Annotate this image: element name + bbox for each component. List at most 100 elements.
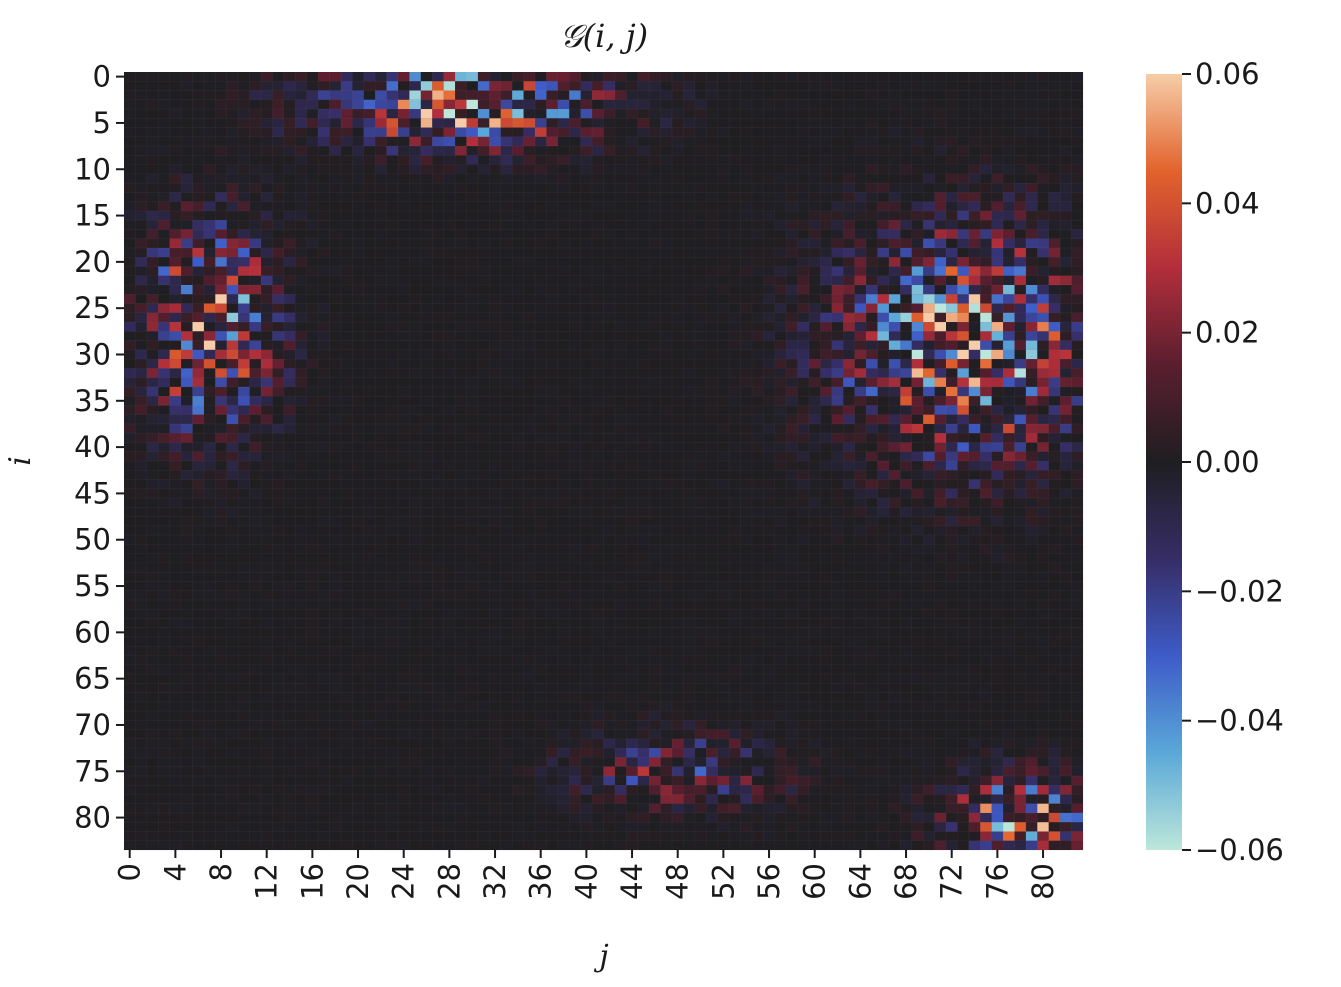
heatmap-cell bbox=[980, 498, 992, 508]
heatmap-cell bbox=[238, 210, 250, 221]
heatmap-cell bbox=[1014, 118, 1026, 128]
heatmap-cell bbox=[957, 386, 969, 397]
heatmap-cell bbox=[443, 229, 456, 239]
heatmap-cell bbox=[306, 470, 319, 480]
heatmap-cell bbox=[500, 544, 513, 554]
heatmap-cell bbox=[523, 183, 536, 193]
heatmap-cell bbox=[477, 210, 490, 221]
heatmap-cell bbox=[672, 90, 684, 100]
heatmap-cell bbox=[512, 275, 524, 286]
heatmap-cell bbox=[535, 609, 547, 619]
heatmap-cell bbox=[877, 127, 889, 137]
heatmap-cell bbox=[751, 238, 764, 249]
heatmap-cell bbox=[1014, 405, 1026, 415]
heatmap-cell bbox=[546, 72, 558, 82]
heatmap-cell bbox=[181, 173, 193, 184]
heatmap-cell bbox=[569, 109, 581, 119]
heatmap-cell bbox=[1071, 266, 1084, 276]
heatmap-cell bbox=[1037, 155, 1049, 165]
heatmap-cell bbox=[946, 238, 958, 249]
heatmap-cell bbox=[169, 461, 182, 471]
heatmap-cell bbox=[1003, 331, 1015, 341]
heatmap-cell bbox=[1014, 433, 1026, 443]
heatmap-cell bbox=[512, 127, 524, 137]
heatmap-cell bbox=[900, 257, 912, 267]
heatmap-cell bbox=[181, 544, 193, 554]
heatmap-cell bbox=[261, 405, 273, 415]
heatmap-cell bbox=[683, 238, 695, 249]
heatmap-cell bbox=[1071, 525, 1084, 536]
heatmap-cell bbox=[124, 183, 136, 193]
heatmap-cell bbox=[592, 368, 604, 378]
heatmap-cell bbox=[124, 312, 136, 323]
heatmap-cell bbox=[409, 340, 421, 350]
heatmap-cell bbox=[957, 220, 969, 230]
heatmap-cell bbox=[1003, 247, 1015, 258]
heatmap-cell bbox=[649, 396, 661, 406]
heatmap-cell bbox=[272, 294, 284, 304]
heatmap-cell bbox=[329, 136, 341, 147]
heatmap-cell bbox=[215, 155, 227, 165]
heatmap-cell bbox=[249, 266, 262, 276]
heatmap-cell bbox=[1003, 498, 1015, 508]
heatmap-cell bbox=[843, 562, 855, 573]
heatmap-cell bbox=[1014, 516, 1026, 526]
heatmap-cell bbox=[797, 535, 810, 545]
heatmap-cell bbox=[626, 535, 638, 545]
heatmap-cell bbox=[968, 498, 981, 508]
heatmap-cell bbox=[535, 294, 547, 304]
heatmap-cell bbox=[283, 247, 296, 258]
heatmap-cell bbox=[409, 525, 421, 536]
heatmap-cell bbox=[272, 618, 284, 628]
heatmap-cell bbox=[1025, 414, 1038, 424]
heatmap-cell bbox=[694, 396, 707, 406]
heatmap-cell bbox=[831, 451, 844, 462]
heatmap-cell bbox=[340, 127, 353, 137]
heatmap-cell bbox=[694, 173, 707, 184]
heatmap-cell bbox=[614, 90, 627, 100]
heatmap-cell bbox=[1037, 479, 1049, 489]
heatmap-cell bbox=[477, 155, 490, 165]
heatmap-cell bbox=[1025, 146, 1038, 156]
heatmap-cell bbox=[900, 210, 912, 221]
heatmap-cell bbox=[557, 414, 570, 424]
heatmap-cell bbox=[295, 331, 307, 341]
heatmap-cell bbox=[1060, 238, 1072, 249]
heatmap-cell bbox=[158, 562, 170, 573]
heatmap-cell bbox=[592, 81, 604, 91]
heatmap-cell bbox=[911, 99, 924, 110]
heatmap-cell bbox=[1037, 72, 1049, 82]
heatmap-cell bbox=[386, 322, 399, 332]
heatmap-cell bbox=[991, 386, 1004, 397]
heatmap-cell bbox=[1003, 599, 1015, 610]
heatmap-cell bbox=[854, 173, 867, 184]
heatmap-cell bbox=[477, 331, 490, 341]
heatmap-cell bbox=[991, 312, 1004, 323]
heatmap-cell bbox=[957, 118, 969, 128]
heatmap-cell bbox=[740, 238, 752, 249]
heatmap-cell bbox=[592, 535, 604, 545]
heatmap-cell bbox=[649, 451, 661, 462]
heatmap-cell bbox=[888, 173, 901, 184]
heatmap-cell bbox=[557, 146, 570, 156]
heatmap-cell bbox=[626, 572, 638, 582]
heatmap-cell bbox=[443, 118, 456, 128]
heatmap-cell bbox=[466, 562, 478, 573]
heatmap-cell bbox=[660, 377, 673, 387]
heatmap-cell bbox=[580, 201, 593, 211]
heatmap-cell bbox=[466, 275, 478, 286]
heatmap-cell bbox=[797, 349, 810, 360]
heatmap-cell bbox=[512, 220, 524, 230]
heatmap-cell bbox=[375, 322, 387, 332]
heatmap-cell bbox=[455, 572, 467, 582]
heatmap-cell bbox=[626, 396, 638, 406]
heatmap-cell bbox=[386, 553, 399, 563]
heatmap-cell bbox=[683, 498, 695, 508]
heatmap-cell bbox=[318, 442, 330, 452]
heatmap-cell bbox=[763, 377, 775, 387]
heatmap-cell bbox=[603, 210, 615, 221]
heatmap-cell bbox=[215, 99, 227, 110]
heatmap-cell bbox=[694, 146, 707, 156]
heatmap-cell bbox=[477, 312, 490, 323]
heatmap-cell bbox=[272, 525, 284, 536]
